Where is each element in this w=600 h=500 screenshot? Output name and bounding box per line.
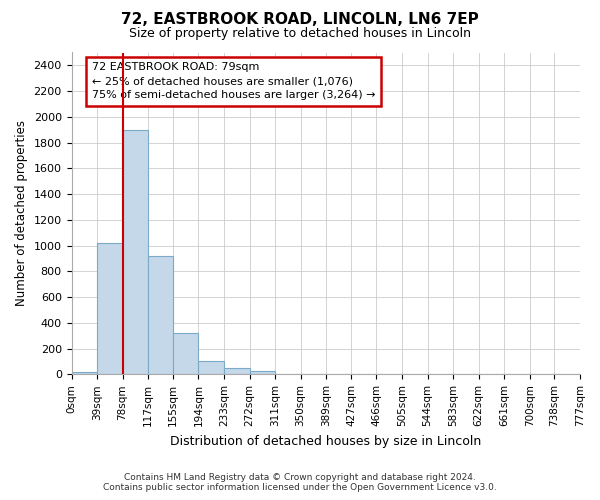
Bar <box>97 243 122 374</box>
Bar <box>71 372 97 374</box>
Bar <box>224 368 250 374</box>
Text: Size of property relative to detached houses in Lincoln: Size of property relative to detached ho… <box>129 28 471 40</box>
Bar <box>199 361 224 374</box>
X-axis label: Distribution of detached houses by size in Lincoln: Distribution of detached houses by size … <box>170 434 481 448</box>
Bar <box>173 333 199 374</box>
Text: 72 EASTBROOK ROAD: 79sqm
← 25% of detached houses are smaller (1,076)
75% of sem: 72 EASTBROOK ROAD: 79sqm ← 25% of detach… <box>92 62 376 100</box>
Bar <box>148 256 173 374</box>
Bar <box>250 371 275 374</box>
Text: 72, EASTBROOK ROAD, LINCOLN, LN6 7EP: 72, EASTBROOK ROAD, LINCOLN, LN6 7EP <box>121 12 479 28</box>
Text: Contains HM Land Registry data © Crown copyright and database right 2024.
Contai: Contains HM Land Registry data © Crown c… <box>103 473 497 492</box>
Y-axis label: Number of detached properties: Number of detached properties <box>15 120 28 306</box>
Bar <box>122 130 148 374</box>
